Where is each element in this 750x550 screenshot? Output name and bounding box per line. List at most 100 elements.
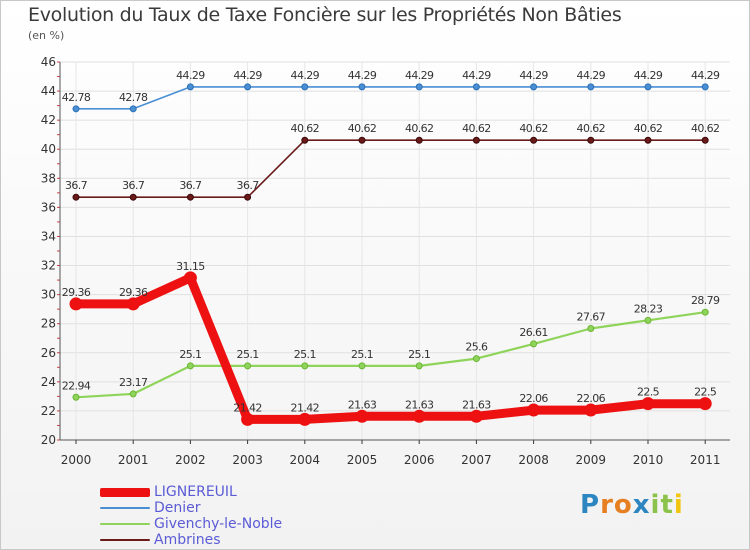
data-point-ambrines [530, 136, 538, 144]
x-tick-label: 2000 [61, 453, 92, 467]
data-label-lignereuil: 21.63 [405, 398, 434, 411]
data-label-ambrines: 40.62 [462, 122, 491, 135]
data-label-lignereuil: 29.36 [119, 286, 148, 299]
y-tick-label: 36 [41, 200, 56, 214]
data-point-lignereuil [241, 412, 255, 426]
y-tick-label: 22 [41, 404, 56, 418]
data-label-givenchy-le-noble: 22.94 [62, 379, 91, 392]
data-point-denier [244, 83, 252, 91]
y-tick-label: 40 [41, 142, 56, 156]
x-tick-label: 2002 [175, 453, 206, 467]
data-label-lignereuil: 22.5 [694, 386, 717, 399]
data-point-denier [72, 105, 80, 113]
data-point-givenchy-le-noble [530, 340, 538, 348]
data-label-givenchy-le-noble: 26.61 [519, 326, 548, 339]
legend-item-denier: Denier [100, 500, 282, 516]
series-line-lignereuil [71, 273, 710, 424]
data-label-lignereuil: 22.5 [637, 386, 660, 399]
x-tick-label: 2001 [118, 453, 149, 467]
y-axis-ticks: 20 22 24 26 28 30 32 34 36 38 40 42 44 46 [41, 55, 56, 447]
data-point-givenchy-le-noble [358, 362, 366, 370]
data-point-denier [644, 83, 652, 91]
y-tick-label: 20 [41, 433, 56, 447]
data-label-givenchy-le-noble: 27.67 [577, 310, 606, 323]
x-tick-label: 2005 [347, 453, 378, 467]
data-point-lignereuil [412, 409, 426, 423]
data-label-ambrines: 36.7 [122, 179, 145, 192]
data-point-ambrines [472, 136, 480, 144]
series-line-ambrines [75, 139, 707, 198]
data-label-givenchy-le-noble: 25.1 [294, 348, 316, 361]
data-label-denier: 44.29 [291, 69, 320, 82]
series-points [69, 83, 712, 426]
data-point-givenchy-le-noble [72, 393, 80, 401]
legend-swatch [100, 523, 150, 525]
data-point-givenchy-le-noble [701, 308, 709, 316]
y-tick-label: 26 [41, 346, 56, 360]
legend-item-givenchy-le-noble: Givenchy-le-Noble [100, 516, 282, 532]
data-point-lignereuil [298, 412, 312, 426]
data-label-givenchy-le-noble: 25.6 [465, 341, 488, 354]
data-label-lignereuil: 22.06 [577, 392, 606, 405]
data-label-lignereuil: 31.15 [176, 260, 205, 273]
series-line-denier [75, 86, 707, 110]
y-tick-label: 32 [41, 259, 56, 273]
data-point-denier [530, 83, 538, 91]
data-label-denier: 44.29 [691, 69, 720, 82]
y-tick-label: 30 [41, 288, 56, 302]
data-point-lignereuil [584, 403, 598, 417]
data-point-lignereuil [126, 297, 140, 311]
data-point-lignereuil [69, 297, 83, 311]
data-label-ambrines: 40.62 [691, 122, 720, 135]
data-label-denier: 44.29 [348, 69, 377, 82]
data-label-ambrines: 40.62 [577, 122, 606, 135]
data-point-ambrines [415, 136, 423, 144]
chart-title: Evolution du Taux de Taxe Foncière sur l… [28, 4, 622, 26]
x-tick-label: 2004 [290, 453, 321, 467]
data-point-denier [358, 83, 366, 91]
data-point-denier [301, 83, 309, 91]
data-point-givenchy-le-noble [129, 390, 137, 398]
x-tick-label: 2011 [690, 453, 721, 467]
data-label-lignereuil: 29.36 [62, 286, 91, 299]
x-tick-label: 2006 [404, 453, 435, 467]
data-label-ambrines: 36.7 [179, 179, 202, 192]
data-label-givenchy-le-noble: 25.1 [408, 348, 430, 361]
data-label-ambrines: 40.62 [348, 122, 377, 135]
data-label-denier: 44.29 [634, 69, 663, 82]
data-label-denier: 44.29 [405, 69, 434, 82]
data-label-denier: 44.29 [233, 69, 262, 82]
data-point-denier [186, 83, 194, 91]
data-point-denier [587, 83, 595, 91]
x-tick-label: 2010 [633, 453, 664, 467]
legend-swatch [100, 487, 150, 497]
data-label-lignereuil: 21.42 [291, 401, 320, 414]
logo-letter: P [580, 490, 601, 520]
data-point-ambrines [587, 136, 595, 144]
y-tick-label: 46 [41, 55, 56, 69]
data-label-lignereuil: 22.06 [519, 392, 548, 405]
data-point-ambrines [129, 193, 137, 201]
x-tick-label: 2008 [518, 453, 549, 467]
data-label-givenchy-le-noble: 28.23 [634, 302, 663, 315]
data-point-givenchy-le-noble [587, 324, 595, 332]
data-label-denier: 42.78 [119, 91, 148, 104]
data-point-lignereuil [469, 409, 483, 423]
data-point-lignereuil [527, 403, 541, 417]
data-label-denier: 44.29 [176, 69, 205, 82]
data-label-givenchy-le-noble: 25.1 [237, 348, 259, 361]
y-tick-label: 42 [41, 113, 56, 127]
data-point-givenchy-le-noble [244, 362, 252, 370]
data-label-lignereuil: 21.63 [462, 398, 491, 411]
data-label-givenchy-le-noble: 25.1 [351, 348, 373, 361]
axes [57, 61, 730, 444]
y-tick-label: 24 [41, 375, 56, 389]
proxiti-logo: Proxiti [580, 490, 684, 520]
logo-letter: i [673, 490, 684, 520]
data-point-denier [415, 83, 423, 91]
data-label-givenchy-le-noble: 28.79 [691, 294, 720, 307]
data-point-ambrines [72, 193, 80, 201]
data-point-denier [129, 105, 137, 113]
